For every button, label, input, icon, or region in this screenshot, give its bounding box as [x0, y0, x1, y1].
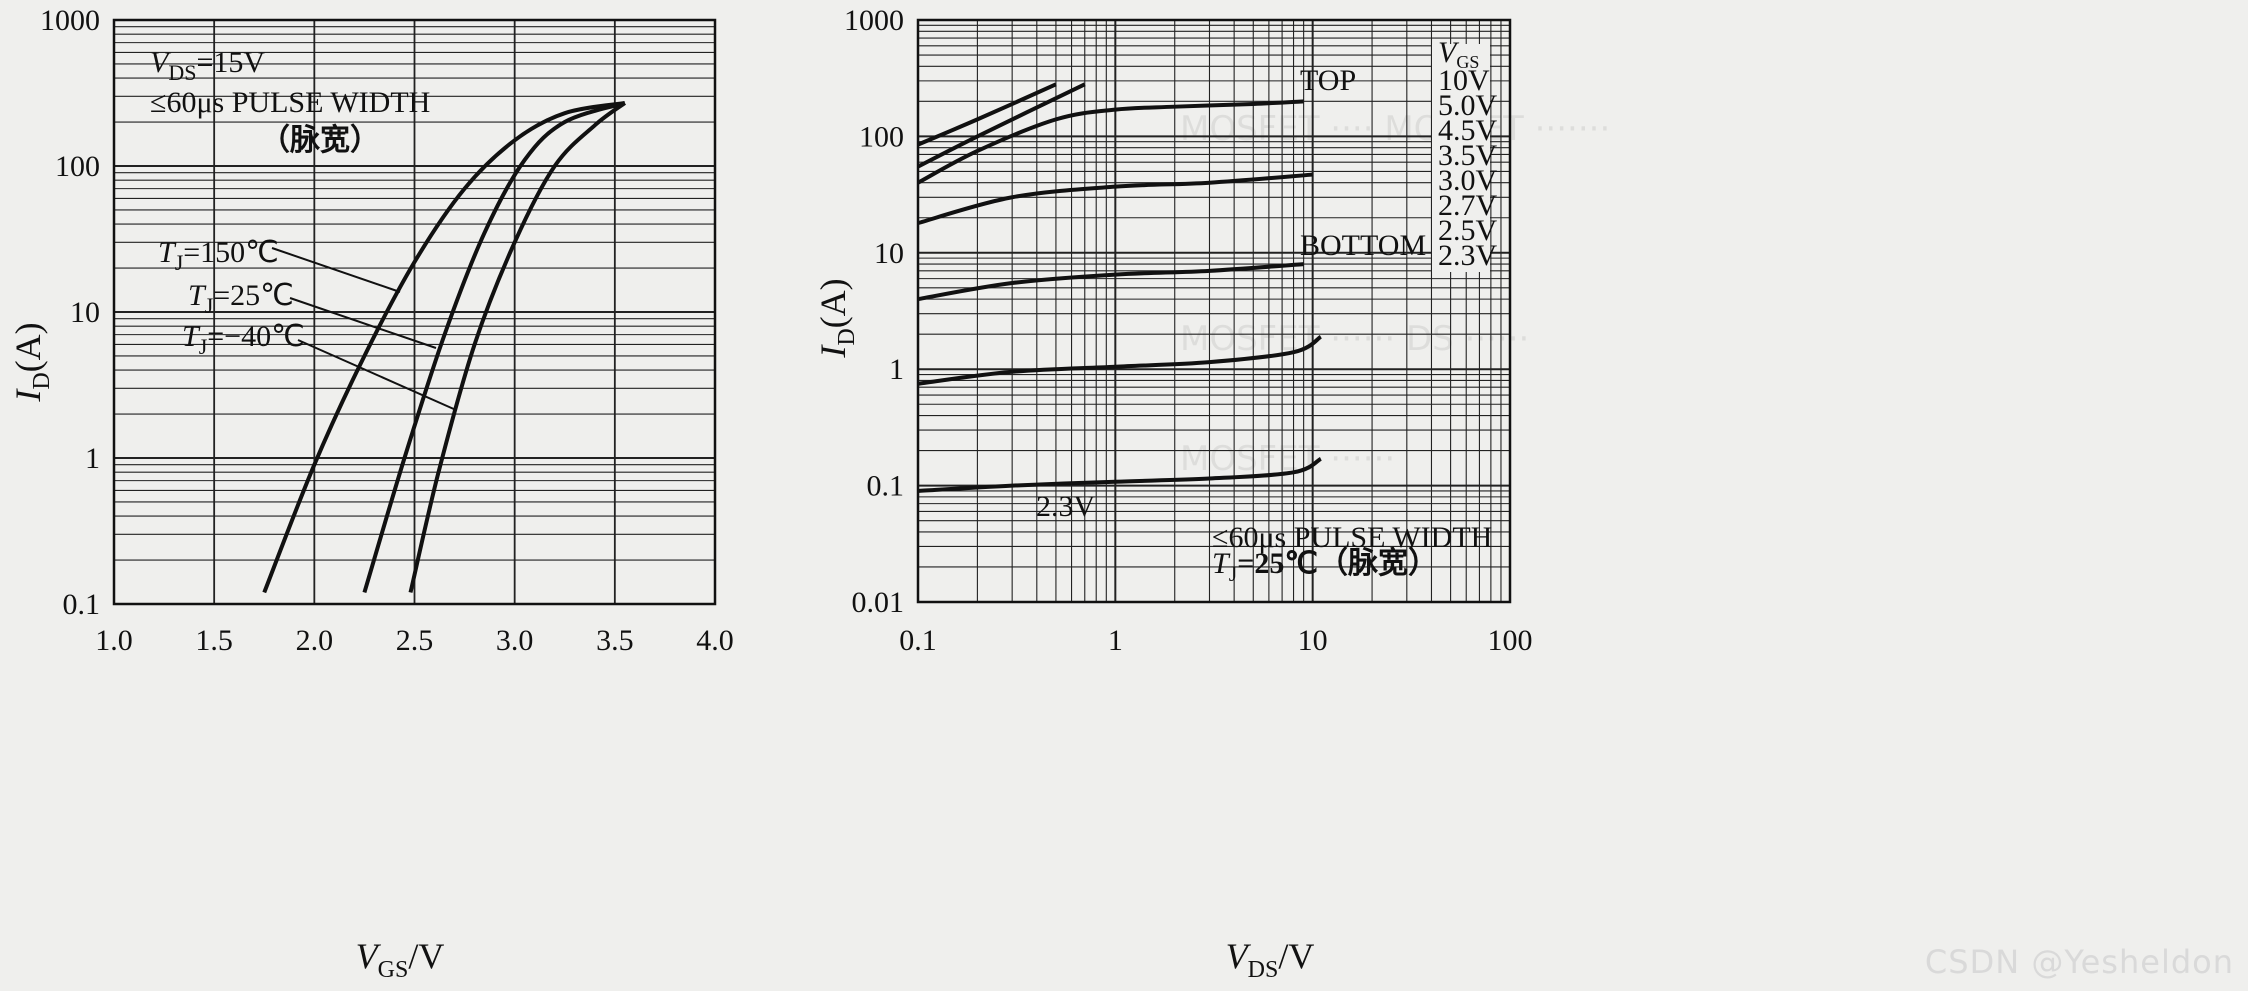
c2-y-tick: 1 — [889, 353, 904, 386]
c2-y-tick-labels: 0.01 0.1 1 10 100 1000 — [844, 4, 904, 619]
c1-grid — [113, 20, 716, 605]
c1-y-axis-title: ID(A) — [8, 322, 55, 402]
c2-pulse-note: ≤60μs PULSE WIDTH — [1212, 521, 1492, 554]
c1-vds-note: VDS=15V — [150, 46, 265, 85]
c1-x-tick: 3.5 — [596, 624, 634, 657]
c2-y-tick: 100 — [859, 120, 904, 153]
background-bleed: MOSFET ···· MOSFET ······· MOSFET ······… — [1180, 109, 1610, 479]
c1-tjm40-leader — [297, 339, 457, 411]
c2-y-tick: 0.01 — [852, 586, 905, 619]
c2-frame — [916, 18, 1512, 604]
c2-tj-note: TJ=25℃（脉宽） — [1212, 546, 1438, 586]
c1-series-line-1 — [362, 101, 626, 594]
c2-legend-item: 4.5V — [1438, 114, 1498, 147]
c1-pulse-cn: （脉宽） — [260, 123, 380, 157]
c1-x-tick-labels: 1.0 1.5 2.0 2.5 3.0 3.5 4.0 — [95, 624, 734, 657]
c2-series-line-0 — [917, 82, 1057, 147]
c2-top-label: TOP — [1300, 64, 1356, 97]
c2-series-line-5 — [917, 335, 1322, 386]
c2-legend-item: 3.0V — [1438, 164, 1498, 197]
svg-text:MOSFET ···· MOSFET ·······: MOSFET ···· MOSFET ······· — [1180, 109, 1610, 149]
c2-y-tick: 1000 — [844, 4, 904, 37]
output-characteristics-chart: 0.1 1 10 100 0.01 0.1 1 10 100 1000 VGS 10V5.0V4… — [813, 4, 1533, 983]
c2-legend-bg — [1432, 44, 1490, 272]
c1-x-tick: 3.0 — [496, 624, 534, 657]
c1-pulse-note: ≤60μs PULSE WIDTH — [150, 86, 430, 119]
c1-x-tick: 4.0 — [696, 624, 734, 657]
transfer-characteristics-chart: 1.0 1.5 2.0 2.5 3.0 3.5 4.0 0.1 1 10 100 1000 VDS=… — [8, 4, 734, 983]
c1-x-tick: 2.0 — [296, 624, 334, 657]
c2-y-axis-title: ID(A) — [813, 278, 860, 358]
c2-legend-item: 2.7V — [1438, 189, 1498, 222]
c1-y-tick: 100 — [55, 150, 100, 183]
c2-legend-item: 2.3V — [1438, 239, 1498, 272]
c1-notes: VDS=15V ≤60μs PULSE WIDTH （脉宽） TJ=150℃ T… — [150, 46, 457, 411]
c1-series — [262, 101, 627, 594]
c2-legend-item: 3.5V — [1438, 139, 1498, 172]
c2-x-tick: 100 — [1488, 624, 1533, 657]
c1-tj25-leader — [289, 297, 437, 349]
c1-x-axis-title: VGS/V — [356, 936, 445, 983]
c2-x-tick: 1 — [1108, 624, 1123, 657]
c1-y-tick: 1000 — [40, 4, 100, 37]
svg-text:MOSFET ······ DS ······: MOSFET ······ DS ······ — [1180, 319, 1529, 359]
c2-series-line-1 — [917, 82, 1086, 169]
c2-bottom-label: BOTTOM — [1300, 229, 1426, 262]
c1-tj150-leader — [271, 247, 401, 293]
c1-tj25-label: TJ=25℃ — [188, 279, 294, 318]
c1-y-tick: 10 — [70, 296, 100, 329]
c2-series — [917, 82, 1322, 493]
c1-x-tick: 1.5 — [195, 624, 233, 657]
c1-x-tick: 1.0 — [95, 624, 133, 657]
c2-legend-item: 10V — [1438, 64, 1490, 97]
c2-x-tick: 0.1 — [899, 624, 937, 657]
c1-series-line-0 — [262, 101, 626, 594]
c2-legend-item: 5.0V — [1438, 89, 1498, 122]
c2-x-axis-title: VDS/V — [1226, 936, 1315, 983]
c2-series-line-2 — [917, 99, 1304, 185]
c1-y-tick: 0.1 — [63, 588, 101, 621]
c2-legend-item: 2.5V — [1438, 214, 1498, 247]
c1-y-tick: 1 — [85, 442, 100, 475]
c2-series-line-4 — [917, 262, 1304, 302]
c2-y-tick: 10 — [874, 237, 904, 270]
c1-series-line-2 — [408, 101, 627, 593]
c2-x-tick-labels: 0.1 1 10 100 — [899, 624, 1532, 657]
c2-x-tick: 10 — [1298, 624, 1328, 657]
c1-x-tick: 2.5 — [396, 624, 434, 657]
c2-y-tick: 0.1 — [867, 470, 905, 503]
c1-tjm40-label: TJ=−40℃ — [182, 320, 305, 359]
c2-series-line-6 — [917, 456, 1322, 493]
c2-legend-title: VGS — [1438, 36, 1479, 72]
c1-y-tick-labels: 0.1 1 10 100 1000 — [40, 4, 100, 621]
c1-tj150-label: TJ=150℃ — [158, 236, 279, 275]
c1-frame — [112, 18, 717, 606]
watermark: CSDN @Yesheldon — [1924, 943, 2234, 981]
c2-series-line-3 — [917, 172, 1313, 226]
c2-curve-23-label: 2.3V — [1036, 490, 1096, 523]
